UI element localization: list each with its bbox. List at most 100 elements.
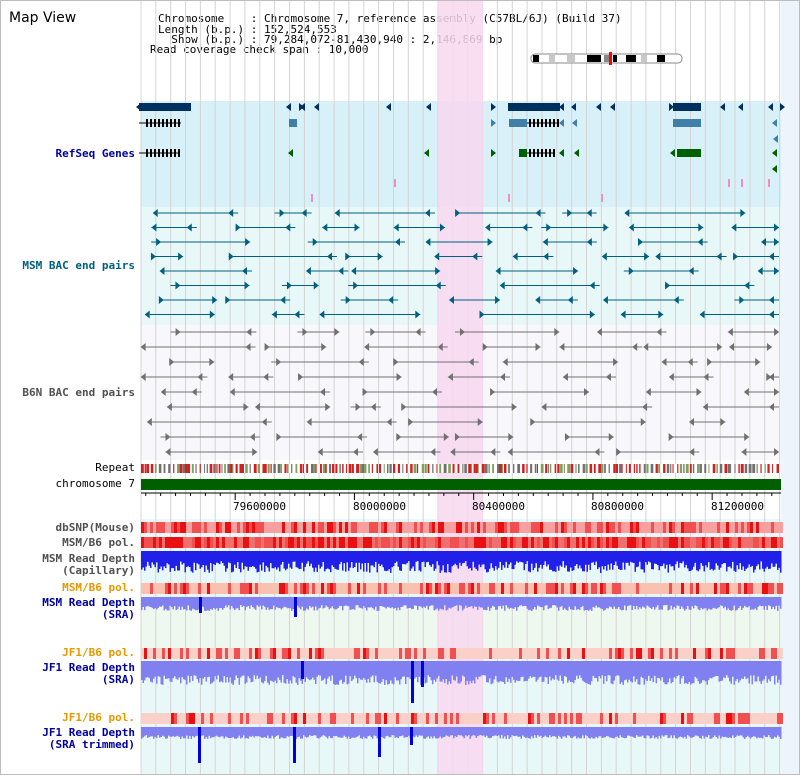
dbsnp-heat — [381, 522, 384, 533]
msm-depth-sra-bar — [657, 597, 659, 606]
jf1-depth-sra-bar — [600, 661, 602, 679]
msm-depth-capillary-bar — [286, 551, 288, 569]
label-jf1-b6-pol-trim[interactable]: JF1/B6 pol. — [62, 711, 135, 724]
jf1-depth-trim-bar — [211, 727, 213, 738]
b6n-bac-pair-end — [554, 328, 560, 336]
label-msm-depth-capillary[interactable]: MSM Read Depth — [42, 552, 135, 565]
msm-b6-pol-heat — [156, 537, 159, 548]
dbsnp-heat — [447, 522, 450, 533]
msm-depth-sra-bar — [670, 597, 672, 606]
msm-depth-capillary-bar — [333, 551, 335, 568]
msm-depth-capillary-bar — [156, 551, 158, 563]
gene-arrow — [772, 165, 777, 173]
msm-b6-pol-heat — [438, 537, 441, 548]
label-refseq[interactable]: RefSeq Genes — [55, 147, 135, 160]
jf1-depth-sra-bar — [495, 661, 497, 676]
msm-depth-sra-bar — [210, 597, 212, 610]
jf1-b6-pol-trim-heat — [279, 713, 282, 724]
msm-depth-sra-bar — [462, 597, 464, 611]
msm-depth-capillary-bar — [780, 551, 782, 573]
jf1-b6-pol-trim-heat — [528, 713, 531, 724]
b6n-bac-pair-end — [508, 433, 514, 441]
jf1-depth-trim-bar — [384, 727, 386, 739]
jf1-depth-trim-bar — [148, 727, 150, 738]
msm-b6-pol-sra-heat — [444, 583, 447, 594]
msm-b6-pol-sra-heat — [576, 583, 579, 594]
msm-b6-pol-heat — [618, 537, 621, 548]
msm-depth-capillary-bar — [402, 551, 404, 565]
jf1-depth-sra-bar — [561, 661, 563, 681]
jf1-b6-pol-trim-heat — [678, 713, 681, 724]
jf1-b6-pol-heat — [627, 648, 630, 659]
msm-b6-pol-sra-heat — [186, 583, 189, 594]
jf1-depth-trim-bar — [285, 727, 287, 739]
label-jf1-depth-trim[interactable]: JF1 Read Depth — [42, 726, 135, 739]
jf1-depth-trim-bar — [637, 727, 639, 737]
gene-marker — [741, 179, 743, 187]
label-dbsnp[interactable]: dbSNP(Mouse) — [55, 521, 135, 534]
msm-b6-pol-sra-heat — [264, 583, 267, 594]
label-msm-bac[interactable]: MSM BAC end pairs — [22, 259, 135, 272]
dbsnp-heat — [228, 522, 231, 533]
jf1-depth-trim-bar — [405, 727, 407, 738]
msm-depth-sra-bar — [292, 597, 294, 610]
dbsnp-heat — [609, 522, 612, 533]
label-msm-b6-pol[interactable]: MSM/B6 pol. — [62, 536, 135, 549]
b6n-bac-pair-end — [432, 388, 438, 396]
repeat-element — [499, 464, 502, 473]
msm-depth-sra-bar — [433, 597, 435, 611]
jf1-depth-sra-bar — [343, 661, 345, 683]
b6n-bac-pair-end — [766, 343, 772, 351]
jf1-depth-trim-bar — [253, 727, 255, 738]
label-msm-depth-sra[interactable]: MSM Read Depth — [42, 596, 135, 609]
label-jf1-depth-sra[interactable]: JF1 Read Depth — [42, 661, 135, 674]
jf1-depth-trim-bar — [307, 727, 309, 737]
msm-depth-sra-bar — [289, 597, 291, 609]
jf1-depth-trim-bar — [475, 727, 477, 738]
jf1-b6-pol-heat — [411, 648, 414, 659]
msm-b6-pol-heat — [306, 537, 309, 548]
jf1-depth-trim-bar — [511, 727, 513, 736]
msm-depth-sra-bar — [742, 597, 744, 608]
jf1-depth-sra-bar — [543, 661, 545, 682]
jf1-depth-sra-bar — [664, 661, 666, 685]
msm-b6-pol-heat — [264, 537, 267, 548]
msm-bac-pair-end — [353, 281, 359, 290]
jf1-depth-sra-bar — [630, 661, 632, 682]
gene-arrow — [286, 103, 291, 111]
msm-bac-pair-end — [546, 223, 552, 232]
jf1-depth-sra-bar — [309, 661, 311, 681]
jf1-b6-pol-heat — [483, 648, 486, 659]
msm-depth-capillary-bar — [403, 551, 405, 565]
msm-b6-pol-heat — [255, 537, 258, 548]
msm-b6-pol-heat — [525, 537, 528, 548]
jf1-depth-sra-bar — [742, 661, 744, 680]
msm-b6-pol-sra-heat — [369, 583, 372, 594]
msm-depth-sra-bar — [214, 597, 216, 610]
dbsnp-heat — [195, 522, 198, 533]
label-b6n-bac[interactable]: B6N BAC end pairs — [22, 386, 135, 399]
jf1-depth-sra-bar — [604, 661, 606, 677]
msm-depth-sra-bar — [190, 597, 192, 611]
msm-b6-pol-sra-heat — [213, 583, 216, 594]
dbsnp-heat — [429, 522, 432, 533]
msm-depth-capillary-bar — [738, 551, 740, 570]
msm-b6-pol-sra-heat — [651, 583, 654, 594]
msm-b6-pol-sra-heat — [219, 583, 222, 594]
msm-bac-pair-end — [628, 267, 634, 275]
label-msm-b6-pol-sra[interactable]: MSM/B6 pol. — [62, 581, 135, 594]
jf1-b6-pol-trim-heat — [438, 713, 441, 724]
b6n-bac-pair-end — [209, 358, 215, 366]
heat-tracks — [141, 522, 783, 724]
msm-depth-sra-bar — [337, 597, 339, 608]
repeat-element — [557, 464, 560, 473]
jf1-depth-trim-bar — [538, 727, 540, 737]
jf1-depth-trim-bar — [277, 727, 279, 736]
jf1-depth-trim-bar — [220, 727, 222, 737]
jf1-b6-pol-trim-heat — [318, 713, 321, 724]
msm-depth-sra-bar — [628, 597, 630, 606]
label-jf1-b6-pol[interactable]: JF1/B6 pol. — [62, 646, 135, 659]
msm-depth-sra-bar — [339, 597, 341, 606]
b6n-bac-pair-end — [769, 373, 774, 381]
